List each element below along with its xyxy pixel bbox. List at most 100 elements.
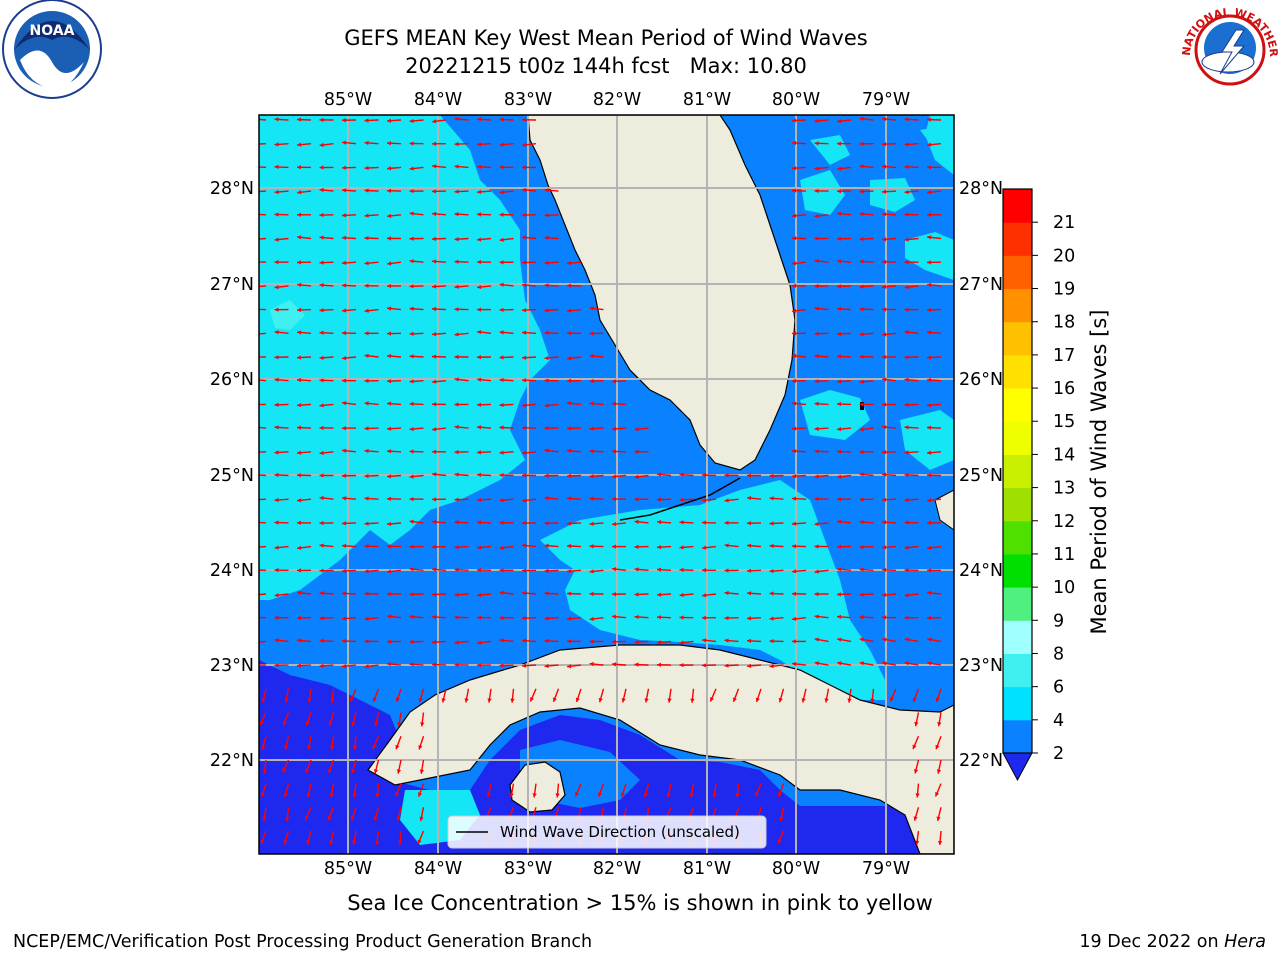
wind-wave-arrow [791,118,807,123]
wind-wave-arrow [319,212,334,218]
wind-wave-arrow [566,473,582,479]
wind-wave-arrow [791,165,807,171]
wind-wave-arrow [837,474,852,479]
wind-wave-arrow [409,141,424,146]
wind-wave-arrow [499,402,514,408]
wind-wave-arrow [395,688,402,703]
wind-wave-arrow [746,591,762,596]
wind-wave-arrow [306,783,312,798]
colorbar-band [1003,520,1032,555]
wind-wave-arrow [387,614,402,619]
wind-wave-arrow [341,496,357,501]
wind-wave-arrow [499,425,514,430]
sea-ice-note: Sea Ice Concentration > 15% is shown in … [347,891,933,915]
wind-wave-arrow [454,164,469,169]
wind-wave-arrow [319,260,334,265]
wind-wave-arrow [262,759,267,774]
wind-wave-arrow [612,567,627,572]
wind-wave-arrow [319,638,334,643]
wind-wave-arrow [418,688,425,703]
wind-wave-arrow [912,688,920,703]
wind-wave-arrow [656,497,672,502]
wind-wave-arrow [814,213,829,219]
wind-wave-arrow [431,519,447,525]
wind-wave-arrow [881,520,897,525]
lon-label-top: 82°W [593,90,641,110]
wind-wave-arrow [791,331,807,336]
wind-wave-arrow [274,212,289,217]
wind-wave-arrow [476,259,492,265]
wind-wave-arrow [837,637,852,643]
wind-wave-arrow [814,236,829,241]
wind-wave-arrow [566,331,582,336]
wind-wave-arrow [274,638,289,643]
wind-wave-arrow [409,354,424,359]
wind-wave-arrow [499,472,514,478]
wind-wave-arrow [567,401,582,406]
wind-wave-arrow [814,354,829,359]
wind-wave-arrow [476,164,492,170]
wind-wave-arrow [351,712,357,727]
wind-wave-arrow [341,165,357,170]
colorbar-band [1003,222,1032,256]
wind-wave-arrow [409,496,424,502]
wind-wave-arrow [769,568,784,574]
wind-wave-arrow [814,306,829,311]
wind-wave-arrow [352,783,357,798]
wind-wave-arrow [477,284,492,290]
wind-wave-arrow [296,663,312,668]
wind-wave-arrow [859,427,874,432]
wind-wave-arrow [476,497,492,503]
wind-wave-arrow [431,331,447,337]
wind-wave-arrow [814,258,829,264]
wind-wave-arrow [701,520,717,525]
map-frame [258,114,955,855]
wind-wave-arrow [476,212,492,217]
wind-wave-arrow [791,448,807,454]
wind-wave-arrow [297,590,312,596]
wind-wave-arrow [611,496,627,502]
wind-wave-arrow [375,783,380,798]
wind-wave-arrow [306,830,312,845]
wind-wave-arrow [352,736,358,751]
wind-wave-arrow [330,688,335,703]
wind-wave-arrow [476,142,492,147]
wind-wave-arrow [679,662,694,668]
wind-wave-arrow [341,188,357,193]
wind-wave-arrow [881,189,897,194]
wind-wave-arrow [477,307,491,312]
wind-wave-arrow [836,141,852,146]
wind-wave-arrow [499,638,514,643]
wind-wave-arrow [904,259,919,265]
wind-wave-arrow [521,212,537,218]
wind-wave-arrow [791,236,807,241]
wind-wave-arrow [364,426,379,431]
wind-wave-arrow [476,520,492,525]
wind-wave-arrow [499,330,514,335]
wind-wave-arrow [319,543,334,548]
nws-logo-icon: NATIONAL WEATHER SERVICE [0,0,1280,98]
wind-wave-arrow [499,377,514,383]
lon-label-top: 81°W [683,90,731,110]
wind-wave-arrow [296,330,312,335]
wind-wave-arrow [260,783,267,798]
wind-wave-arrow [319,235,334,240]
wind-wave-arrow [319,568,334,573]
wind-wave-arrow [341,330,357,336]
wind-wave-arrow [364,496,379,501]
wind-wave-arrow [859,307,874,312]
wind-wave-arrow [499,142,514,147]
wind-wave-arrow [296,520,312,525]
wind-wave-arrow [801,688,807,703]
wind-wave-arrow [643,783,650,798]
wind-wave-arrow [926,117,942,122]
wind-wave-arrow [589,426,604,431]
wind-wave-arrow [926,330,942,335]
wind-wave-arrow [712,783,717,798]
footer-credit: NCEP/EMC/Verification Post Processing Pr… [13,932,593,952]
wind-wave-arrow [454,520,469,525]
wind-wave-arrow [296,142,312,147]
wind-wave-arrow [341,426,357,431]
wind-wave-arrow [589,639,604,644]
wind-wave-arrow [431,354,447,359]
